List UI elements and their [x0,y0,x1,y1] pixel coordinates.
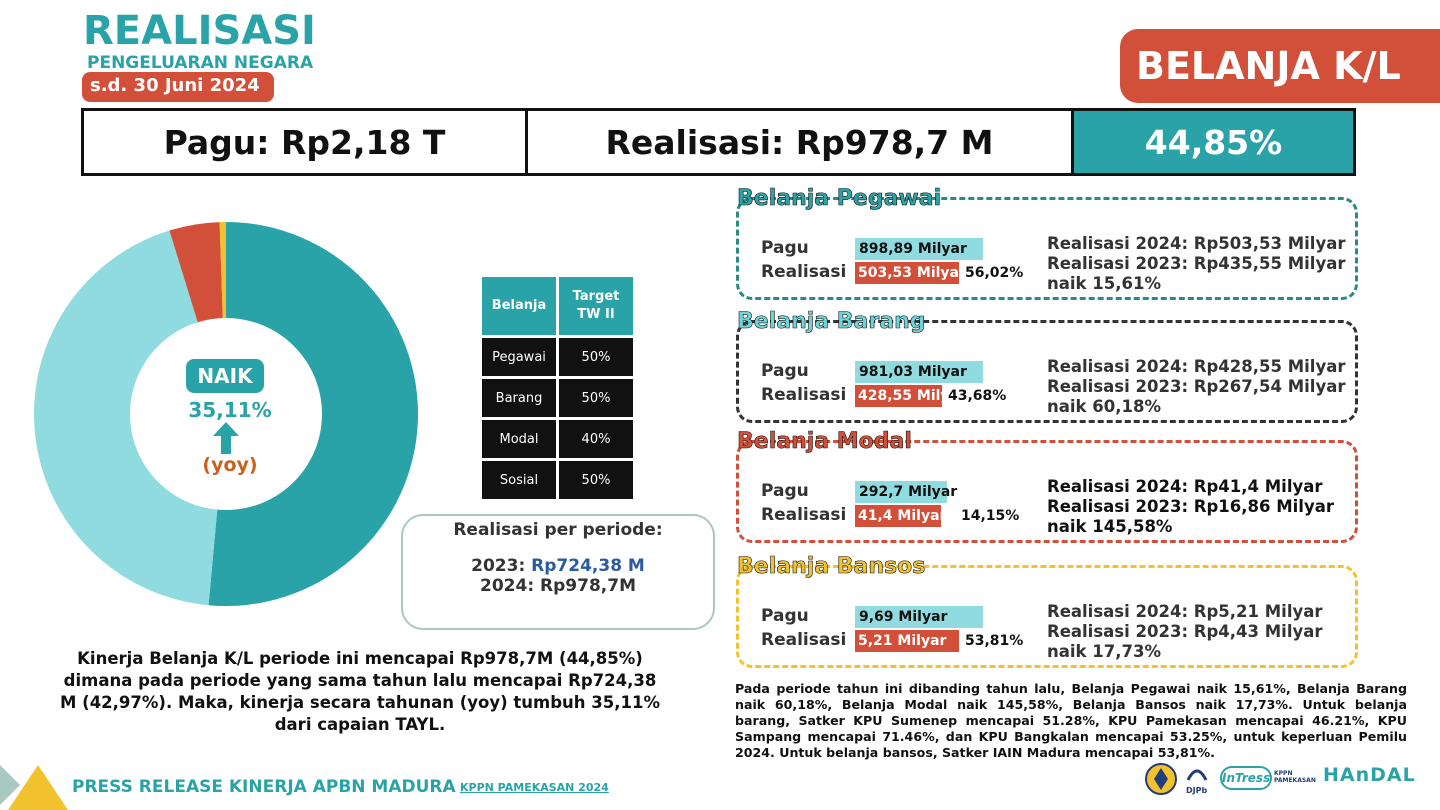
realisasi-percentage: 56,02% [965,265,1024,281]
periode-2023-label: 2023: [471,556,532,576]
yoy-detail-line: naik 145,58% [1047,517,1173,536]
djpb-logo: DJPb [1186,764,1208,795]
realisasi-bar: 41,4 Milyar [855,505,946,527]
djpb-logo-icon [1186,769,1208,781]
realisasi-label: Realisasi [761,630,847,650]
narrative-text: Kinerja Belanja K/L periode ini mencapai… [60,649,660,734]
realisasi-donut-chart [34,222,418,606]
category-panel: Belanja Barang Pagu Realisasi 981,03 Milyar… [736,309,1358,423]
footer-title: PRESS RELEASE KINERJA APBN MADURA [72,777,456,797]
target-table: Belanja Target TW II Pegawai 50% Barang … [479,274,636,502]
table-cell-belanja: Sosial [482,461,556,499]
djpb-logo-text: DJPb [1186,786,1208,795]
arrow-up-icon [213,422,239,454]
periode-2024: 2024: Rp978,7M [480,576,636,596]
donut-segment-barang [34,230,226,606]
section-badge: BELANJA K/L [1120,29,1440,103]
yoy-growth-value: 35,11% [188,398,272,422]
donut-hole [130,318,322,510]
category-panel: Belanja Pegawai Pagu Realisasi 898,89 Milya… [736,186,1358,300]
category-panel: Belanja Modal Pagu Realisasi 292,7 Milyar 41… [736,429,1358,543]
realisasi-percentage: 43,68% [948,388,1007,404]
table-row: Modal 40% [482,420,633,458]
pagu-label: Pagu [761,361,809,381]
yoy-detail-line: naik 60,18% [1047,397,1161,416]
intress-logo: InTress [1220,766,1272,790]
realisasi-percentage: 44,85% [1074,111,1353,173]
pagu-bar: 898,89 Milyar [855,238,983,260]
category-yoy-details: Realisasi 2024: Rp428,55 Milyar Realisasi… [1047,357,1345,417]
pagu-bar: 9,69 Milyar [855,606,983,628]
yoy-detail-line: Realisasi 2024: Rp5,21 Milyar [1047,602,1323,621]
intress-logo-sub: KPPN PAMEKASAN [1274,770,1316,784]
yoy-detail-line: Realisasi 2023: Rp435,55 Milyar [1047,254,1346,273]
category-panel: Belanja Bansos Pagu Realisasi 9,69 Milyar 5,… [736,554,1358,668]
category-yoy-details: Realisasi 2024: Rp5,21 Milyar Realisasi 2… [1047,602,1323,662]
table-cell-target: 40% [559,420,633,458]
yoy-detail-line: Realisasi 2023: Rp16,86 Milyar [1047,497,1334,516]
periode-2023: 2023: Rp724,38 M [403,556,713,576]
naik-badge: NAIK [186,359,264,393]
page-title: REALISASI [83,8,316,54]
realisasi-bar: 503,53 Milyar [855,262,966,284]
yoy-label: (yoy) [202,454,258,476]
table-cell-belanja: Barang [482,379,556,417]
realisasi-label: Realisasi [761,385,847,405]
pagu-total: Pagu: Rp2,18 T [84,111,528,173]
yoy-detail-line: naik 17,73% [1047,642,1161,661]
corner-decoration [0,765,68,810]
category-yoy-details: Realisasi 2024: Rp503,53 Milyar Realisasi… [1047,234,1345,294]
periode-title: Realisasi per periode: [453,520,663,540]
category-title: Belanja Barang [737,309,926,335]
table-row: Sosial 50% [482,461,633,499]
yoy-detail-line: Realisasi 2023: Rp267,54 Milyar [1047,377,1346,396]
realisasi-percentage: 53,81% [965,633,1024,649]
yoy-detail-line: Realisasi 2024: Rp41,4 Milyar [1047,477,1323,496]
table-row: Barang 50% [482,379,633,417]
category-title: Belanja Bansos [737,554,926,580]
page-subtitle: PENGELUARAN NEGARA [87,53,314,73]
table-cell-target: 50% [559,379,633,417]
table-cell-target: 50% [559,338,633,376]
category-title: Belanja Pegawai [737,186,942,212]
realisasi-bar: 428,55 Milyar [855,385,966,407]
realisasi-label: Realisasi [761,262,847,282]
category-yoy-details: Realisasi 2024: Rp41,4 Milyar Realisasi 2… [1047,477,1334,537]
kemenkeu-logo-icon [1145,763,1177,795]
table-row: Pegawai 50% [482,338,633,376]
table-cell-target: 50% [559,461,633,499]
periode-2023-value: Rp724,38 M [531,556,645,576]
pagu-label: Pagu [761,606,809,626]
periode-box: Realisasi per periode: 2023: Rp724,38 M … [401,514,715,630]
summary-bar: Pagu: Rp2,18 T Realisasi: Rp978,7 M 44,8… [81,108,1356,176]
table-cell-belanja: Pegawai [482,338,556,376]
yoy-detail-line: Realisasi 2024: Rp428,55 Milyar [1047,357,1346,376]
realisasi-total: Realisasi: Rp978,7 M [528,111,1074,173]
yoy-detail-line: Realisasi 2024: Rp503,53 Milyar [1047,234,1346,253]
date-badge: s.d. 30 Juni 2024 [82,72,274,102]
pagu-label: Pagu [761,481,809,501]
realisasi-label: Realisasi [761,505,847,525]
realisasi-bar: 5,21 Milyar [855,630,959,652]
footer-kppn: KPPN PAMEKASAN 2024 [460,781,609,794]
yoy-detail-line: naik 15,61% [1047,274,1161,293]
yoy-detail-line: Realisasi 2023: Rp4,43 Milyar [1047,622,1323,641]
realisasi-percentage: 14,15% [961,508,1020,524]
pagu-label: Pagu [761,238,809,258]
table-header-belanja: Belanja [482,277,556,335]
table-cell-belanja: Modal [482,420,556,458]
pagu-bar: 981,03 Milyar [855,361,983,383]
footnote-text: Pada periode tahun ini dibanding tahun l… [735,681,1407,760]
pagu-bar: 292,7 Milyar [855,481,957,503]
category-title: Belanja Modal [737,429,913,455]
handal-logo: HAnDAL [1323,764,1416,786]
table-header-target: Target TW II [559,277,633,335]
